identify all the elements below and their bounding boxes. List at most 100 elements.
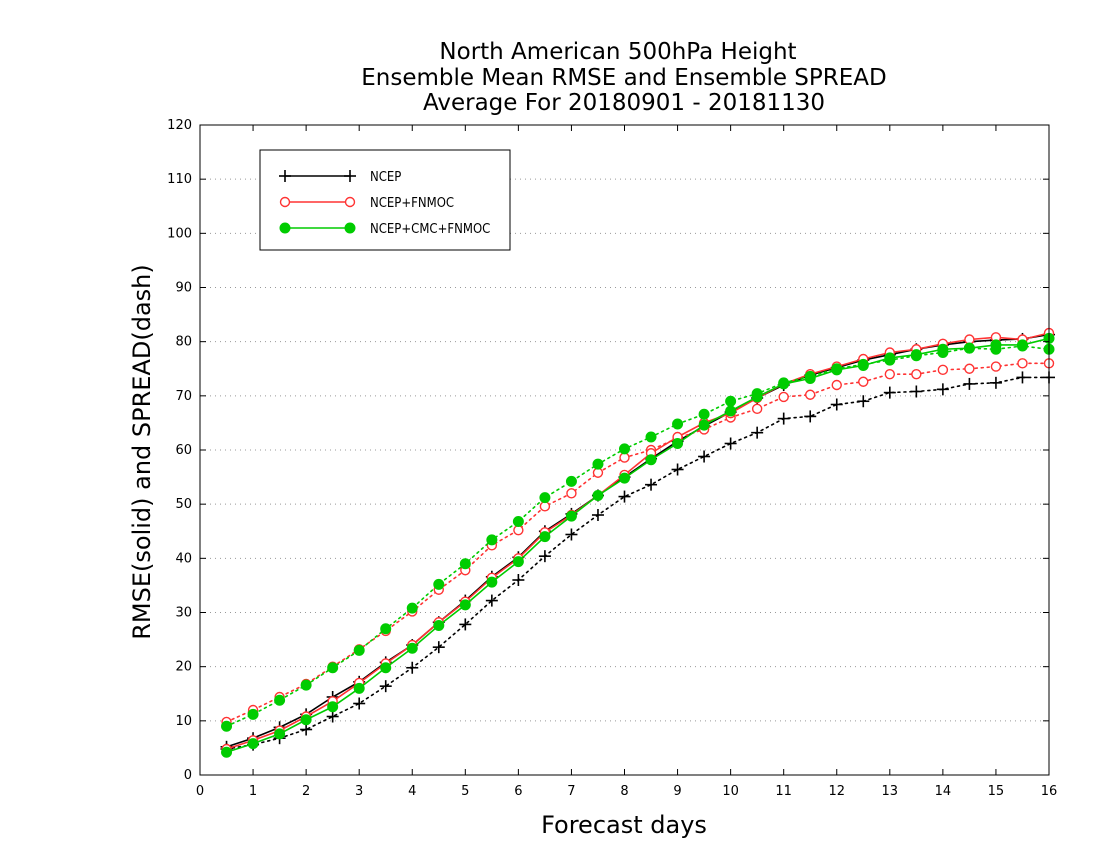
rmse-point — [539, 531, 551, 543]
rmse-point — [406, 642, 418, 654]
spread-point — [539, 501, 551, 512]
spread-point — [778, 391, 789, 403]
rmse-point — [1016, 339, 1028, 351]
spread-point — [459, 558, 471, 570]
spread-point — [221, 720, 233, 732]
legend: NCEP NCEP+FNMOC NCEP+CMC+FNMOC — [259, 149, 511, 251]
spread-point — [539, 492, 551, 504]
y-tick-label: 10 — [175, 714, 192, 729]
rmse-line — [226, 333, 1050, 748]
rmse-point — [619, 472, 630, 484]
legend-marker — [279, 222, 291, 234]
x-tick-label: 9 — [673, 784, 681, 799]
y-tick-label: 20 — [175, 660, 192, 675]
spread-point — [406, 602, 418, 614]
series-layer — [220, 327, 1055, 758]
y-tick-label: 120 — [167, 118, 192, 133]
rmse-point — [937, 343, 949, 355]
rmse-point — [221, 746, 233, 758]
spread-point — [513, 524, 524, 536]
x-tick-label: 5 — [461, 784, 469, 799]
y-tick-label: 60 — [175, 443, 192, 458]
x-tick-label: 15 — [988, 784, 1005, 799]
x-tick-label: 4 — [408, 784, 416, 799]
y-tick-label: 100 — [167, 226, 192, 241]
rmse-point — [565, 510, 577, 522]
spread-point — [645, 431, 657, 443]
spread-point — [353, 644, 365, 656]
spread-point — [619, 452, 630, 463]
rmse-point — [778, 378, 790, 390]
spread-point — [751, 403, 763, 415]
spread-point — [805, 389, 816, 400]
spread-point — [565, 475, 577, 487]
spread-point — [274, 694, 286, 706]
x-tick-label: 10 — [722, 784, 739, 799]
spread-point — [433, 578, 445, 590]
spread-point — [486, 534, 498, 546]
y-tick-label: 70 — [175, 389, 192, 404]
rmse-point — [592, 490, 604, 501]
y-tick-label: 90 — [175, 281, 192, 296]
rmse-point — [247, 738, 259, 750]
spread-point — [512, 516, 524, 527]
rmse-point — [353, 682, 365, 694]
title-line-3: Average For 20180901 - 20181130 — [423, 90, 825, 116]
x-tick-label: 1 — [249, 784, 257, 799]
title-line-1: North American 500hPa Height — [439, 39, 796, 65]
spread-point — [725, 395, 737, 407]
spread-point — [566, 488, 577, 499]
spread-point — [698, 408, 710, 420]
spread-line — [225, 376, 1050, 750]
rmse-point — [963, 342, 975, 354]
x-tick-label: 7 — [567, 784, 575, 799]
spread-point — [1017, 358, 1028, 369]
rmse-point — [804, 373, 816, 384]
spread-point — [592, 458, 604, 470]
spread-point — [327, 662, 339, 674]
spread-point — [619, 443, 630, 455]
y-axis-label: RMSE(solid) and SPREAD(dash) — [128, 264, 156, 640]
x-tick-label: 13 — [882, 784, 899, 799]
x-tick-label: 6 — [514, 784, 522, 799]
spread-point — [911, 368, 922, 380]
chart-title: North American 500hPa Height Ensemble Me… — [361, 39, 886, 116]
x-tick-label: 8 — [620, 784, 628, 799]
rmse-point — [274, 728, 286, 740]
spread-point — [672, 418, 684, 430]
spread-point — [964, 363, 975, 374]
rmse-point — [725, 405, 737, 417]
spread-point — [831, 379, 842, 391]
x-axis-label: Forecast days — [541, 811, 707, 839]
rmse-point — [486, 576, 498, 588]
rmse-point — [433, 620, 445, 631]
rmse-point — [990, 339, 1002, 351]
y-tick-label: 30 — [175, 606, 192, 621]
rmse-point — [910, 349, 922, 361]
legend-label: NCEP — [370, 170, 401, 185]
x-tick-label: 12 — [828, 784, 845, 799]
rmse-point — [327, 701, 339, 713]
y-tick-label: 40 — [175, 551, 192, 566]
y-tick-label: 0 — [184, 768, 192, 783]
spread-point — [247, 708, 259, 720]
legend-label: NCEP+FNMOC — [370, 196, 454, 211]
x-tick-label: 3 — [355, 784, 363, 799]
legend-marker — [344, 222, 356, 234]
spread-point — [990, 361, 1002, 372]
y-tick-label: 110 — [167, 172, 192, 187]
spread-point — [380, 623, 392, 635]
spread-point — [592, 467, 604, 478]
rmse-point — [831, 364, 843, 376]
x-tick-label: 0 — [196, 784, 204, 799]
rmse-point — [459, 599, 471, 611]
x-tick-label: 2 — [302, 784, 310, 799]
legend-marker — [344, 196, 356, 208]
spread-line — [225, 345, 1050, 728]
legend-box — [259, 149, 511, 251]
spread-point — [884, 368, 896, 380]
rmse-point — [645, 454, 657, 466]
x-tick-label: 14 — [935, 784, 952, 799]
spread-point — [300, 679, 312, 691]
